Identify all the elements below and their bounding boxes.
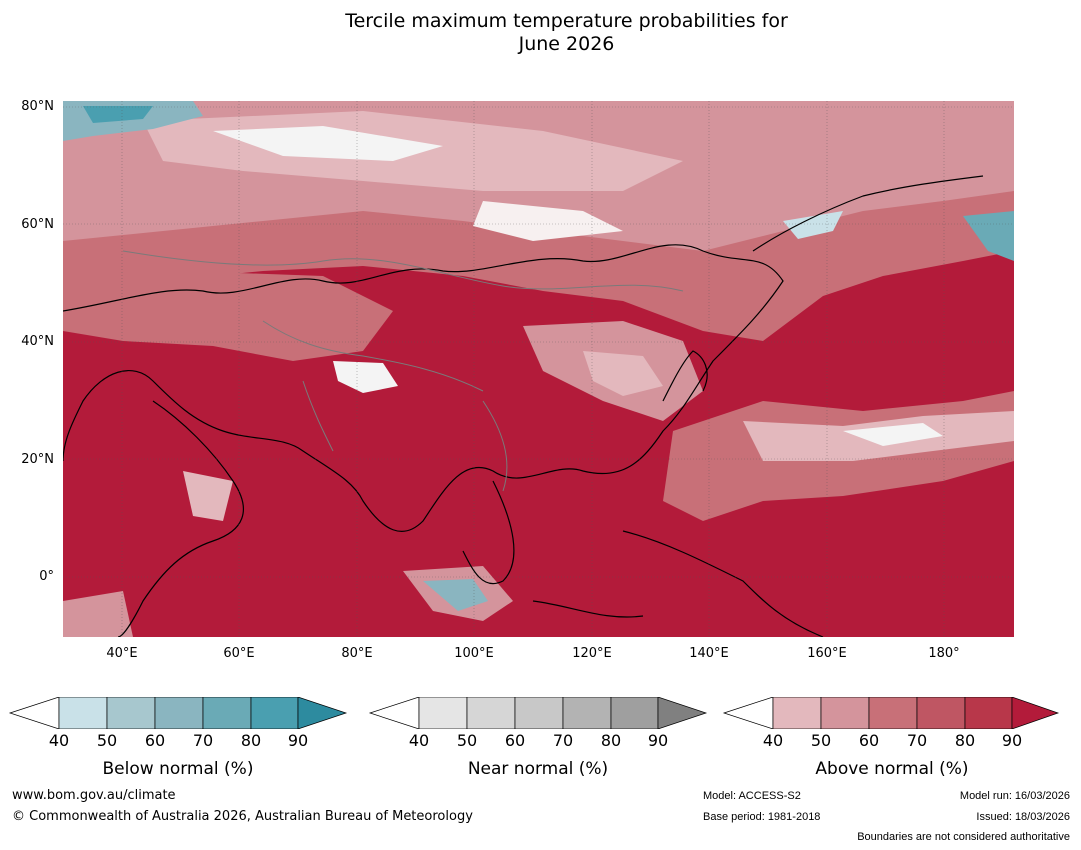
tick-40: 40 (408, 731, 430, 750)
tick-70: 70 (906, 731, 928, 750)
colorbar-segment (418, 697, 468, 729)
lat-label-40n: 40°N (21, 334, 54, 349)
colorbar-segment (8, 697, 60, 729)
legend-below-normal: 40 50 60 70 80 90 Below normal (%) (8, 697, 348, 797)
coastlines (63, 175, 984, 637)
colorbar-segment (466, 697, 516, 729)
map-region-tibet-white (333, 361, 398, 393)
colorbar-segment (722, 697, 774, 729)
colorbar-segment (1011, 697, 1060, 729)
lat-label-20n: 20°N (21, 452, 54, 467)
tick-60: 60 (144, 731, 166, 750)
lon-label-100e: 100°E (454, 646, 494, 661)
colorbar-segment (154, 697, 204, 729)
colorbar-segment (868, 697, 918, 729)
tick-50: 50 (96, 731, 118, 750)
tick-60: 60 (858, 731, 880, 750)
tick-70: 70 (192, 731, 214, 750)
colorbar-segment (820, 697, 870, 729)
map-canvas (63, 101, 1014, 637)
tick-50: 50 (810, 731, 832, 750)
probability-map (63, 101, 1014, 637)
title-line-1: Tercile maximum temperature probabilitie… (345, 10, 788, 32)
tick-80: 80 (954, 731, 976, 750)
colorbar-segment (250, 697, 299, 729)
colorbar-above-normal (722, 697, 1060, 729)
tick-50: 50 (456, 731, 478, 750)
lat-label-80n: 80°N (21, 99, 54, 114)
map-region-central-asia (63, 271, 393, 361)
lon-label-140e: 140°E (689, 646, 729, 661)
model-run-text: Model run: 16/03/2026 (959, 790, 1070, 802)
legend-title-above: Above normal (%) (815, 759, 969, 779)
issued-text: Issued: 18/03/2026 (976, 811, 1070, 823)
legend-title-below: Below normal (%) (102, 759, 254, 779)
map-region-arctic-deep-teal (83, 106, 153, 123)
colorbar-segment (58, 697, 108, 729)
colorbar-segment (514, 697, 564, 729)
tick-60: 60 (504, 731, 526, 750)
colorbar-segment (297, 697, 348, 729)
tick-40: 40 (48, 731, 70, 750)
title-line-2: June 2026 (518, 33, 615, 55)
lat-label-0: 0° (39, 569, 54, 584)
colorbar-segment (106, 697, 156, 729)
map-region-pacific-teal (963, 211, 1014, 261)
legend-near-normal: 40 50 60 70 80 90 Near normal (%) (368, 697, 708, 797)
tick-90: 90 (287, 731, 309, 750)
lon-label-120e: 120°E (572, 646, 612, 661)
map-region-okhotsk-teal (783, 211, 843, 239)
colorbar-segment (916, 697, 966, 729)
colorbar-below-normal (8, 697, 348, 729)
map-region-china-pale (583, 351, 663, 396)
lon-label-160e: 160°E (807, 646, 847, 661)
tick-90: 90 (647, 731, 669, 750)
lon-label-80e: 80°E (341, 646, 373, 661)
base-period-text: Base period: 1981-2018 (703, 811, 821, 823)
map-region-arabian-pale (183, 471, 233, 521)
colorbar-near-normal (368, 697, 708, 729)
disclaimer-text: Boundaries are not considered authoritat… (857, 831, 1070, 843)
map-region-lake-white (473, 201, 623, 241)
tick-80: 80 (240, 731, 262, 750)
country-boundaries (122, 250, 684, 492)
legend-above-normal: 40 50 60 70 80 90 Above normal (%) (722, 697, 1062, 797)
copyright-text: © Commonwealth of Australia 2026, Austra… (12, 809, 473, 824)
map-title: Tercile maximum temperature probabilitie… (0, 10, 1081, 56)
map-region-pacific-white (843, 423, 943, 446)
lat-label-60n: 60°N (21, 217, 54, 232)
colorbar-segment (368, 697, 420, 729)
lon-label-180: 180° (928, 646, 960, 661)
map-region-sumatra-teal (423, 579, 488, 611)
colorbar-segment (772, 697, 822, 729)
legend-title-near: Near normal (%) (467, 759, 609, 779)
lon-label-40e: 40°E (106, 646, 138, 661)
colorbar-segment (562, 697, 612, 729)
colorbar-segment (610, 697, 659, 729)
model-text: Model: ACCESS-S2 (703, 790, 801, 802)
tick-70: 70 (552, 731, 574, 750)
tick-80: 80 (600, 731, 622, 750)
map-region-africa-light (63, 591, 133, 637)
tick-90: 90 (1001, 731, 1023, 750)
tick-40: 40 (762, 731, 784, 750)
colorbar-segment (657, 697, 708, 729)
map-region-arctic-white (213, 126, 443, 161)
graticule (63, 101, 1014, 637)
lon-label-60e: 60°E (223, 646, 255, 661)
website-link[interactable]: www.bom.gov.au/climate (12, 788, 176, 803)
colorbar-segment (202, 697, 252, 729)
colorbar-segment (964, 697, 1013, 729)
